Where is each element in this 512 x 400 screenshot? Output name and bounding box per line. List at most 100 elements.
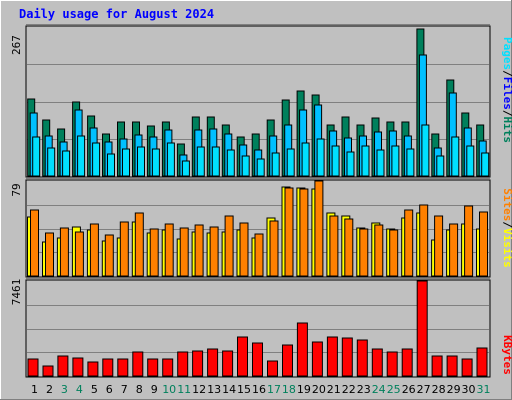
x-tick-label: 30 xyxy=(462,383,476,396)
y-max-label: 7461 xyxy=(10,279,23,306)
bar-kbytes xyxy=(282,344,293,377)
bar-sites xyxy=(389,229,399,277)
bar-kbytes xyxy=(87,361,99,377)
legend-entry: Hits xyxy=(501,117,512,144)
bar-kbytes xyxy=(192,350,204,377)
bar-kbytes xyxy=(222,350,234,377)
bar-kbytes xyxy=(476,347,488,377)
x-tick-label: 19 xyxy=(297,383,311,396)
bar-kbytes xyxy=(132,351,144,377)
panel-kbytes: 7461 KBytes xyxy=(10,278,512,378)
bar-kbytes xyxy=(446,355,458,377)
bar-pages xyxy=(421,124,430,177)
bar-pages xyxy=(47,147,56,177)
panel-visits-sites: 79 Sites/Visits xyxy=(10,178,512,278)
bar-sites xyxy=(89,223,99,277)
bar-pages xyxy=(391,145,400,177)
bar-sites xyxy=(284,187,294,277)
bar-pages xyxy=(107,153,115,177)
bar-pages xyxy=(331,145,340,177)
bar-pages xyxy=(271,152,280,177)
bar-pages xyxy=(241,155,250,177)
bar-kbytes xyxy=(371,348,383,377)
legend-entry: / xyxy=(501,70,512,77)
bar-sites xyxy=(404,209,414,277)
bar-pages xyxy=(211,146,220,177)
bar-kbytes xyxy=(461,358,473,377)
bar-sites xyxy=(269,220,279,277)
bar-pages xyxy=(406,148,415,177)
bar-pages xyxy=(286,148,295,177)
bar-sites xyxy=(374,224,384,277)
bar-pages xyxy=(451,136,460,177)
x-tick-label: 25 xyxy=(387,383,401,396)
x-tick-label: 22 xyxy=(342,383,356,396)
x-tick-label: 27 xyxy=(417,383,431,396)
bar-pages xyxy=(62,150,71,177)
bar-kbytes xyxy=(177,351,189,377)
bar-pages xyxy=(361,145,370,177)
x-tick-label: 10 xyxy=(162,383,176,396)
x-tick-label: 2 xyxy=(46,383,53,396)
legend: Pages/Files/Hits xyxy=(501,37,512,143)
bar-pages xyxy=(301,142,310,177)
bar-kbytes xyxy=(296,322,308,377)
bar-sites xyxy=(329,215,339,277)
x-tick-label: 20 xyxy=(312,383,326,396)
bar-sites xyxy=(449,223,459,277)
bar-pages xyxy=(481,152,490,177)
x-tick-label: 15 xyxy=(237,383,251,396)
x-tick-label: 12 xyxy=(192,383,206,396)
bar-sites xyxy=(30,209,39,277)
x-tick-label: 14 xyxy=(222,383,236,396)
x-tick-label: 1 xyxy=(31,383,38,396)
bar-sites xyxy=(194,224,204,277)
x-tick-label: 31 xyxy=(477,383,491,396)
bar-kbytes xyxy=(386,351,398,377)
bar-kbytes xyxy=(27,358,39,377)
bar-sites xyxy=(239,222,249,277)
bar-pages xyxy=(376,149,385,177)
bar-kbytes xyxy=(341,337,353,377)
x-tick-label: 28 xyxy=(432,383,446,396)
bar-pages xyxy=(166,142,175,177)
bar-pages xyxy=(316,138,325,177)
x-tick-label: 18 xyxy=(282,383,296,396)
bar-sites xyxy=(419,204,429,277)
bar-pages xyxy=(137,146,145,177)
bar-sites xyxy=(479,211,488,277)
bar-sites xyxy=(164,223,174,277)
bar-kbytes xyxy=(42,365,54,377)
bar-kbytes xyxy=(147,358,159,377)
y-max-label: 79 xyxy=(10,183,23,196)
x-tick-label: 6 xyxy=(106,383,113,396)
legend-entry: Files xyxy=(501,77,512,110)
x-tick-label: 7 xyxy=(121,383,128,396)
bar-pages xyxy=(256,158,265,177)
chart-panels: 267Pages/Files/Hits79Sites/Visits7461KBy… xyxy=(10,24,512,378)
bar-sites xyxy=(434,215,444,277)
bar-sites xyxy=(119,221,129,277)
bar-sites xyxy=(209,226,219,277)
bar-pages xyxy=(151,148,160,177)
x-tick-label: 5 xyxy=(91,383,98,396)
x-tick-label: 16 xyxy=(252,383,266,396)
x-tick-label: 26 xyxy=(402,383,416,396)
x-tick-label: 24 xyxy=(372,383,386,396)
bar-kbytes xyxy=(117,358,129,377)
bar-sites xyxy=(45,232,54,277)
bar-kbytes xyxy=(401,348,413,377)
bar-kbytes xyxy=(162,358,174,377)
bar-pages xyxy=(196,146,205,177)
x-tick-label: 13 xyxy=(207,383,221,396)
bar-pages xyxy=(32,136,41,177)
legend: KBytes xyxy=(501,335,512,375)
legend-entry: Visits xyxy=(501,228,512,268)
bar-pages xyxy=(226,149,235,177)
x-tick-label: 23 xyxy=(357,383,371,396)
bar-pages xyxy=(77,135,86,177)
legend-entry: KBytes xyxy=(501,335,512,375)
y-max-label: 267 xyxy=(10,35,23,55)
bar-pages xyxy=(122,148,130,177)
bar-kbytes xyxy=(431,355,443,377)
